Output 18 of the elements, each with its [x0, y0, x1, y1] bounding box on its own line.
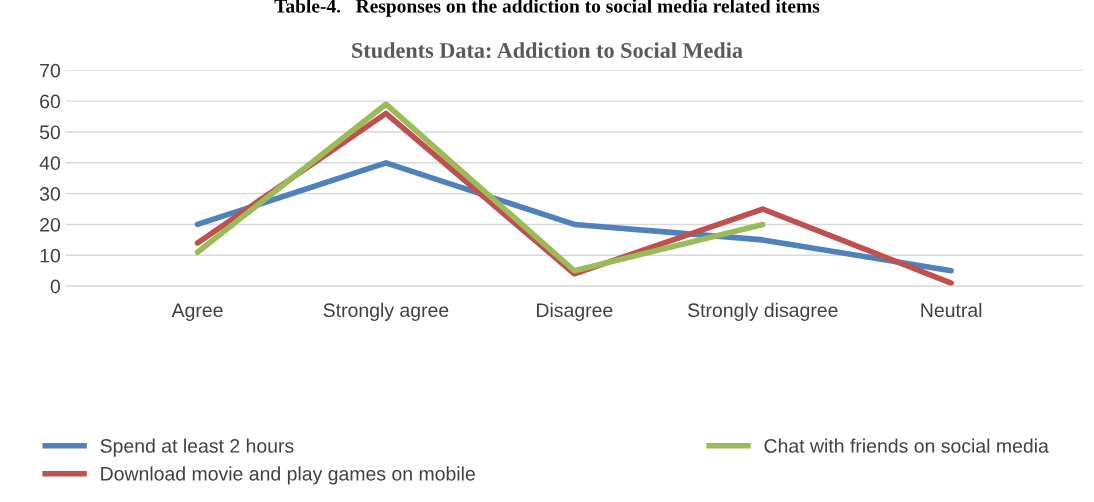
y-tick-label: 0 — [50, 279, 61, 294]
x-tick-label: Agree — [171, 303, 223, 321]
y-tick-label: 60 — [40, 94, 61, 109]
legend-label: Spend at least 2 hours — [100, 438, 294, 457]
y-tick-label: 70 — [40, 63, 61, 78]
y-tick-label: 20 — [40, 217, 61, 232]
y-tick-label: 10 — [40, 248, 61, 263]
y-tick-label: 40 — [39, 156, 61, 171]
y-tick-label: 30 — [39, 187, 61, 201]
x-tick-label: Disagree — [537, 302, 613, 321]
y-tick-label: 50 — [39, 125, 61, 140]
x-tick-label: Strongly agree — [323, 302, 449, 321]
x-tick-label: Strongly disagree — [687, 302, 838, 321]
x-tick-label: Neutral — [921, 302, 982, 318]
text: Table-4. Responses on the addiction to social media related items — [274, 0, 820, 17]
chart-title: Students Data: Addiction to Social Media — [352, 42, 743, 59]
legend-label: Chat with friends on social media — [764, 438, 1049, 453]
legend-label: Download movie and play games on mobile — [101, 466, 475, 485]
